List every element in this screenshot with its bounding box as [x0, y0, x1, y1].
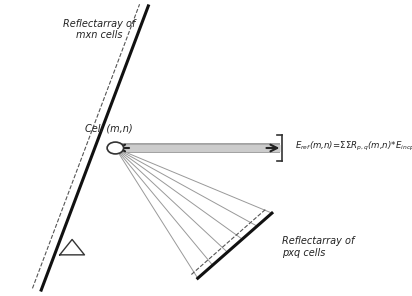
Text: Reflectarray of
pxq cells: Reflectarray of pxq cells	[282, 237, 355, 258]
Circle shape	[107, 142, 124, 154]
Text: Cell (m,n): Cell (m,n)	[85, 124, 133, 134]
Text: $E_{ref}$(m,n)=$\Sigma\Sigma R_{p,q}$(m,n)*$E_{incp,q}$(m,n: $E_{ref}$(m,n)=$\Sigma\Sigma R_{p,q}$(m,…	[295, 140, 412, 153]
Text: Reflectarray of
mxn cells: Reflectarray of mxn cells	[63, 19, 135, 40]
